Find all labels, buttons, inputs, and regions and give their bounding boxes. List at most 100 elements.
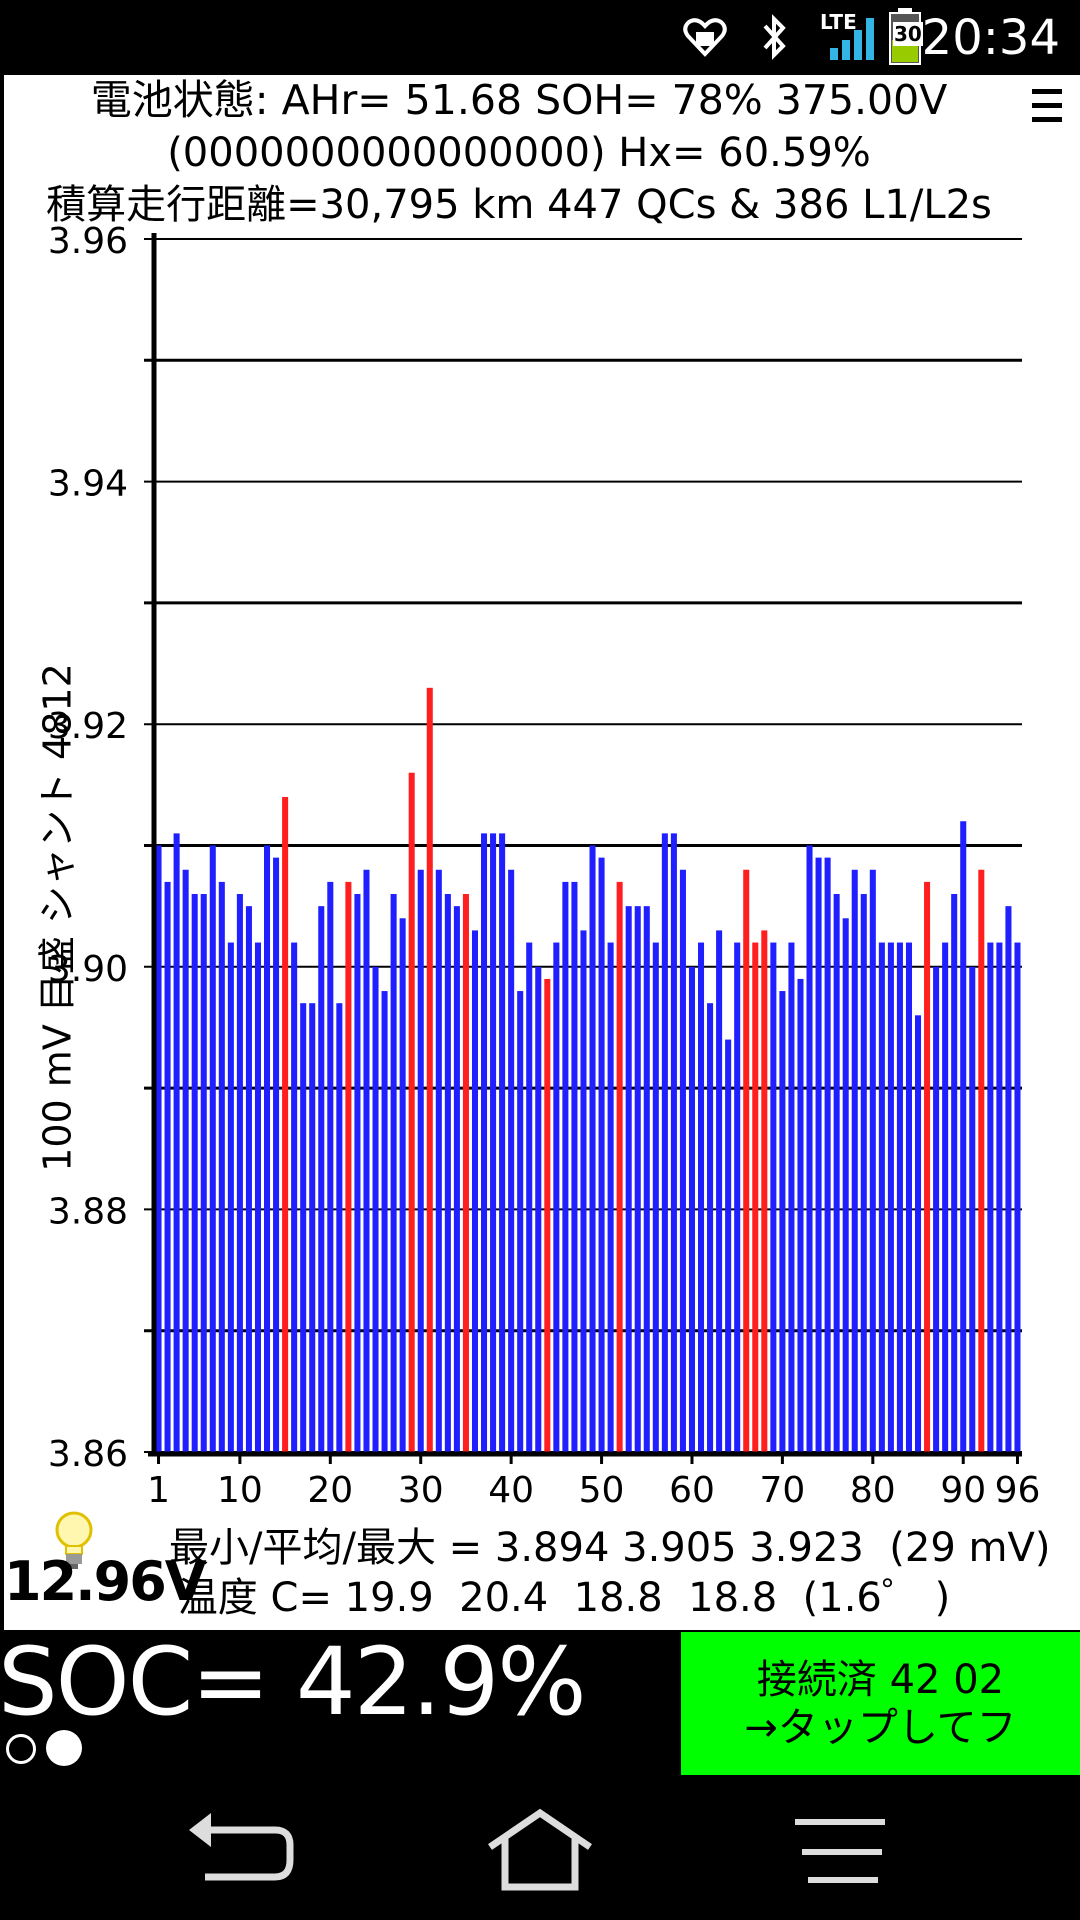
cell-bar-41 xyxy=(517,991,524,1452)
cell-bar-26 xyxy=(381,991,388,1452)
cell-bar-25 xyxy=(372,966,379,1452)
cell-bar-72 xyxy=(797,978,804,1452)
cell-bar-61 xyxy=(698,942,705,1452)
cell-bar-7 xyxy=(209,845,216,1452)
cell-bar-91 xyxy=(969,966,976,1452)
cell-bar-75 xyxy=(824,857,831,1452)
cell-bar-92 xyxy=(978,869,985,1452)
cell-bar-49 xyxy=(589,845,596,1452)
y-tick-label: 3.88 xyxy=(48,1191,128,1232)
cell-bar-53 xyxy=(625,906,632,1452)
cell-bar-34 xyxy=(453,906,460,1452)
cell-bar-28 xyxy=(399,918,406,1452)
x-tick-label: 80 xyxy=(850,1470,896,1511)
cell-bar-14 xyxy=(273,857,280,1452)
x-tick-label: 60 xyxy=(669,1470,715,1511)
cell-bar-50 xyxy=(598,857,605,1452)
cell-bar-21 xyxy=(336,1003,343,1452)
cell-bar-36 xyxy=(471,930,478,1452)
cell-bar-59 xyxy=(679,869,686,1452)
cell-bar-68 xyxy=(761,930,768,1452)
cell-bar-3 xyxy=(173,833,180,1452)
menu-icon[interactable] xyxy=(770,1805,910,1895)
cell-bar-27 xyxy=(390,894,397,1452)
y-tick-label: 3.96 xyxy=(48,221,128,262)
cell-bar-43 xyxy=(535,966,542,1452)
cell-bar-46 xyxy=(562,881,569,1452)
cell-bar-51 xyxy=(607,942,614,1452)
cell-bar-1 xyxy=(155,845,162,1452)
x-tick-label: 10 xyxy=(217,1470,263,1511)
cell-bar-24 xyxy=(363,869,370,1452)
cell-bar-30 xyxy=(417,869,424,1452)
aux-battery-voltage: 12.96V xyxy=(4,1550,207,1613)
x-tick-label: 70 xyxy=(759,1470,805,1511)
cell-bar-79 xyxy=(860,894,867,1452)
cell-bar-8 xyxy=(218,881,225,1452)
x-tick-label: 90 xyxy=(940,1470,986,1511)
cell-bar-9 xyxy=(227,942,234,1452)
y-axis-label: 100 mV 目盛 シャント 4812 xyxy=(35,663,80,1172)
x-tick-label: 96 xyxy=(995,1470,1041,1511)
cell-bar-23 xyxy=(354,894,361,1452)
cell-bar-13 xyxy=(264,845,271,1452)
temperature-readout: 温度 C= 19.9 20.4 18.8 18.8 (1.6゜ ) xyxy=(177,1575,951,1621)
cell-bar-62 xyxy=(707,1003,714,1452)
cell-bar-19 xyxy=(318,906,325,1452)
back-icon[interactable] xyxy=(165,1805,305,1895)
cell-bar-55 xyxy=(643,906,650,1452)
cell-bar-32 xyxy=(435,869,442,1452)
cell-bar-16 xyxy=(291,942,298,1452)
cell-bar-40 xyxy=(508,869,515,1452)
cell-bar-84 xyxy=(905,942,912,1452)
home-icon[interactable] xyxy=(470,1805,610,1895)
cell-bar-33 xyxy=(444,894,451,1452)
clock: 20:34 xyxy=(921,9,1060,66)
y-tick-label: 3.90 xyxy=(48,949,128,990)
y-tick-label: 3.92 xyxy=(48,706,128,747)
cell-bar-56 xyxy=(652,942,659,1452)
lightbulb-icon[interactable] xyxy=(52,1510,96,1572)
connection-status-label: 接続済 42 02 xyxy=(756,1656,1005,1703)
cell-bar-20 xyxy=(327,881,334,1452)
odometer-line: 積算走行距離=30,795 km 447 QCs & 386 L1/L2s xyxy=(46,182,992,228)
status-bar: LTE 30 20:34 xyxy=(0,0,1080,75)
battery-status-line: 電池状態: AHr= 51.68 SOH= 78% 375.00V xyxy=(90,76,948,124)
cell-bar-83 xyxy=(896,942,903,1452)
x-tick-label: 20 xyxy=(307,1470,353,1511)
cell-bar-22 xyxy=(345,881,352,1452)
cell-bar-86 xyxy=(924,881,931,1452)
cell-bar-52 xyxy=(616,881,623,1452)
cell-bar-85 xyxy=(915,1015,922,1452)
overflow-menu-button[interactable] xyxy=(1032,89,1066,127)
x-tick-label: 1 xyxy=(147,1470,170,1511)
cell-bar-69 xyxy=(770,942,777,1452)
cell-bar-74 xyxy=(815,857,822,1452)
cell-bar-89 xyxy=(951,894,958,1452)
cell-bar-45 xyxy=(553,942,560,1452)
cell-bar-93 xyxy=(987,942,994,1452)
cell-bar-12 xyxy=(254,942,261,1452)
cell-bar-11 xyxy=(245,906,252,1452)
cell-bar-37 xyxy=(481,833,488,1452)
cell-bar-10 xyxy=(236,894,243,1452)
cell-bar-18 xyxy=(309,1003,316,1452)
cell-bar-2 xyxy=(164,881,171,1452)
cell-bar-95 xyxy=(1005,906,1012,1452)
cell-bar-57 xyxy=(661,833,668,1452)
y-tick-label: 3.86 xyxy=(48,1434,128,1475)
cell-bar-87 xyxy=(933,966,940,1452)
connection-status-button[interactable]: 接続済 42 02 →タップしてフ xyxy=(681,1632,1080,1775)
cell-bar-44 xyxy=(544,978,551,1452)
x-tick-label: 50 xyxy=(579,1470,625,1511)
cell-voltage-chart: 3.96 3.94 3.92 3.90 3.88 3.86 1 10 20 30 40 50 60 70… xyxy=(48,221,1041,1511)
battery-level: 30 xyxy=(893,22,923,46)
cell-bar-47 xyxy=(571,881,578,1452)
cell-bar-63 xyxy=(716,930,723,1452)
x-tick-label: 40 xyxy=(488,1470,534,1511)
cell-bar-6 xyxy=(200,894,207,1452)
cell-bar-58 xyxy=(670,833,677,1452)
cell-bar-4 xyxy=(182,869,189,1452)
cell-bar-90 xyxy=(960,821,967,1452)
cell-bar-66 xyxy=(743,869,750,1452)
